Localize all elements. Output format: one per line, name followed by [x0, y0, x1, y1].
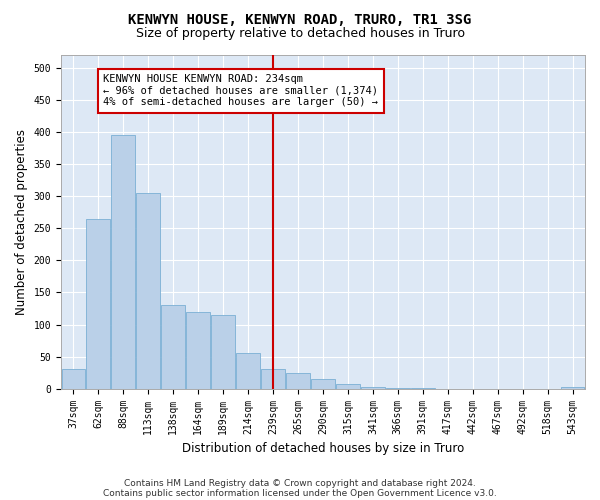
Bar	[236, 354, 260, 388]
Bar	[187, 312, 210, 388]
Bar	[261, 370, 285, 388]
Text: KENWYN HOUSE KENWYN ROAD: 234sqm
← 96% of detached houses are smaller (1,374)
4%: KENWYN HOUSE KENWYN ROAD: 234sqm ← 96% o…	[103, 74, 379, 108]
Bar	[62, 370, 85, 388]
Bar	[311, 379, 335, 388]
Bar	[286, 372, 310, 388]
Bar	[336, 384, 360, 388]
Text: Contains public sector information licensed under the Open Government Licence v3: Contains public sector information licen…	[103, 488, 497, 498]
Bar	[161, 306, 185, 388]
Text: Contains HM Land Registry data © Crown copyright and database right 2024.: Contains HM Land Registry data © Crown c…	[124, 478, 476, 488]
Y-axis label: Number of detached properties: Number of detached properties	[15, 129, 28, 315]
Text: KENWYN HOUSE, KENWYN ROAD, TRURO, TR1 3SG: KENWYN HOUSE, KENWYN ROAD, TRURO, TR1 3S…	[128, 12, 472, 26]
Bar	[112, 135, 135, 388]
Bar	[361, 387, 385, 388]
Text: Size of property relative to detached houses in Truro: Size of property relative to detached ho…	[136, 28, 464, 40]
Bar	[211, 315, 235, 388]
X-axis label: Distribution of detached houses by size in Truro: Distribution of detached houses by size …	[182, 442, 464, 455]
Bar	[560, 387, 584, 388]
Bar	[136, 193, 160, 388]
Bar	[86, 218, 110, 388]
